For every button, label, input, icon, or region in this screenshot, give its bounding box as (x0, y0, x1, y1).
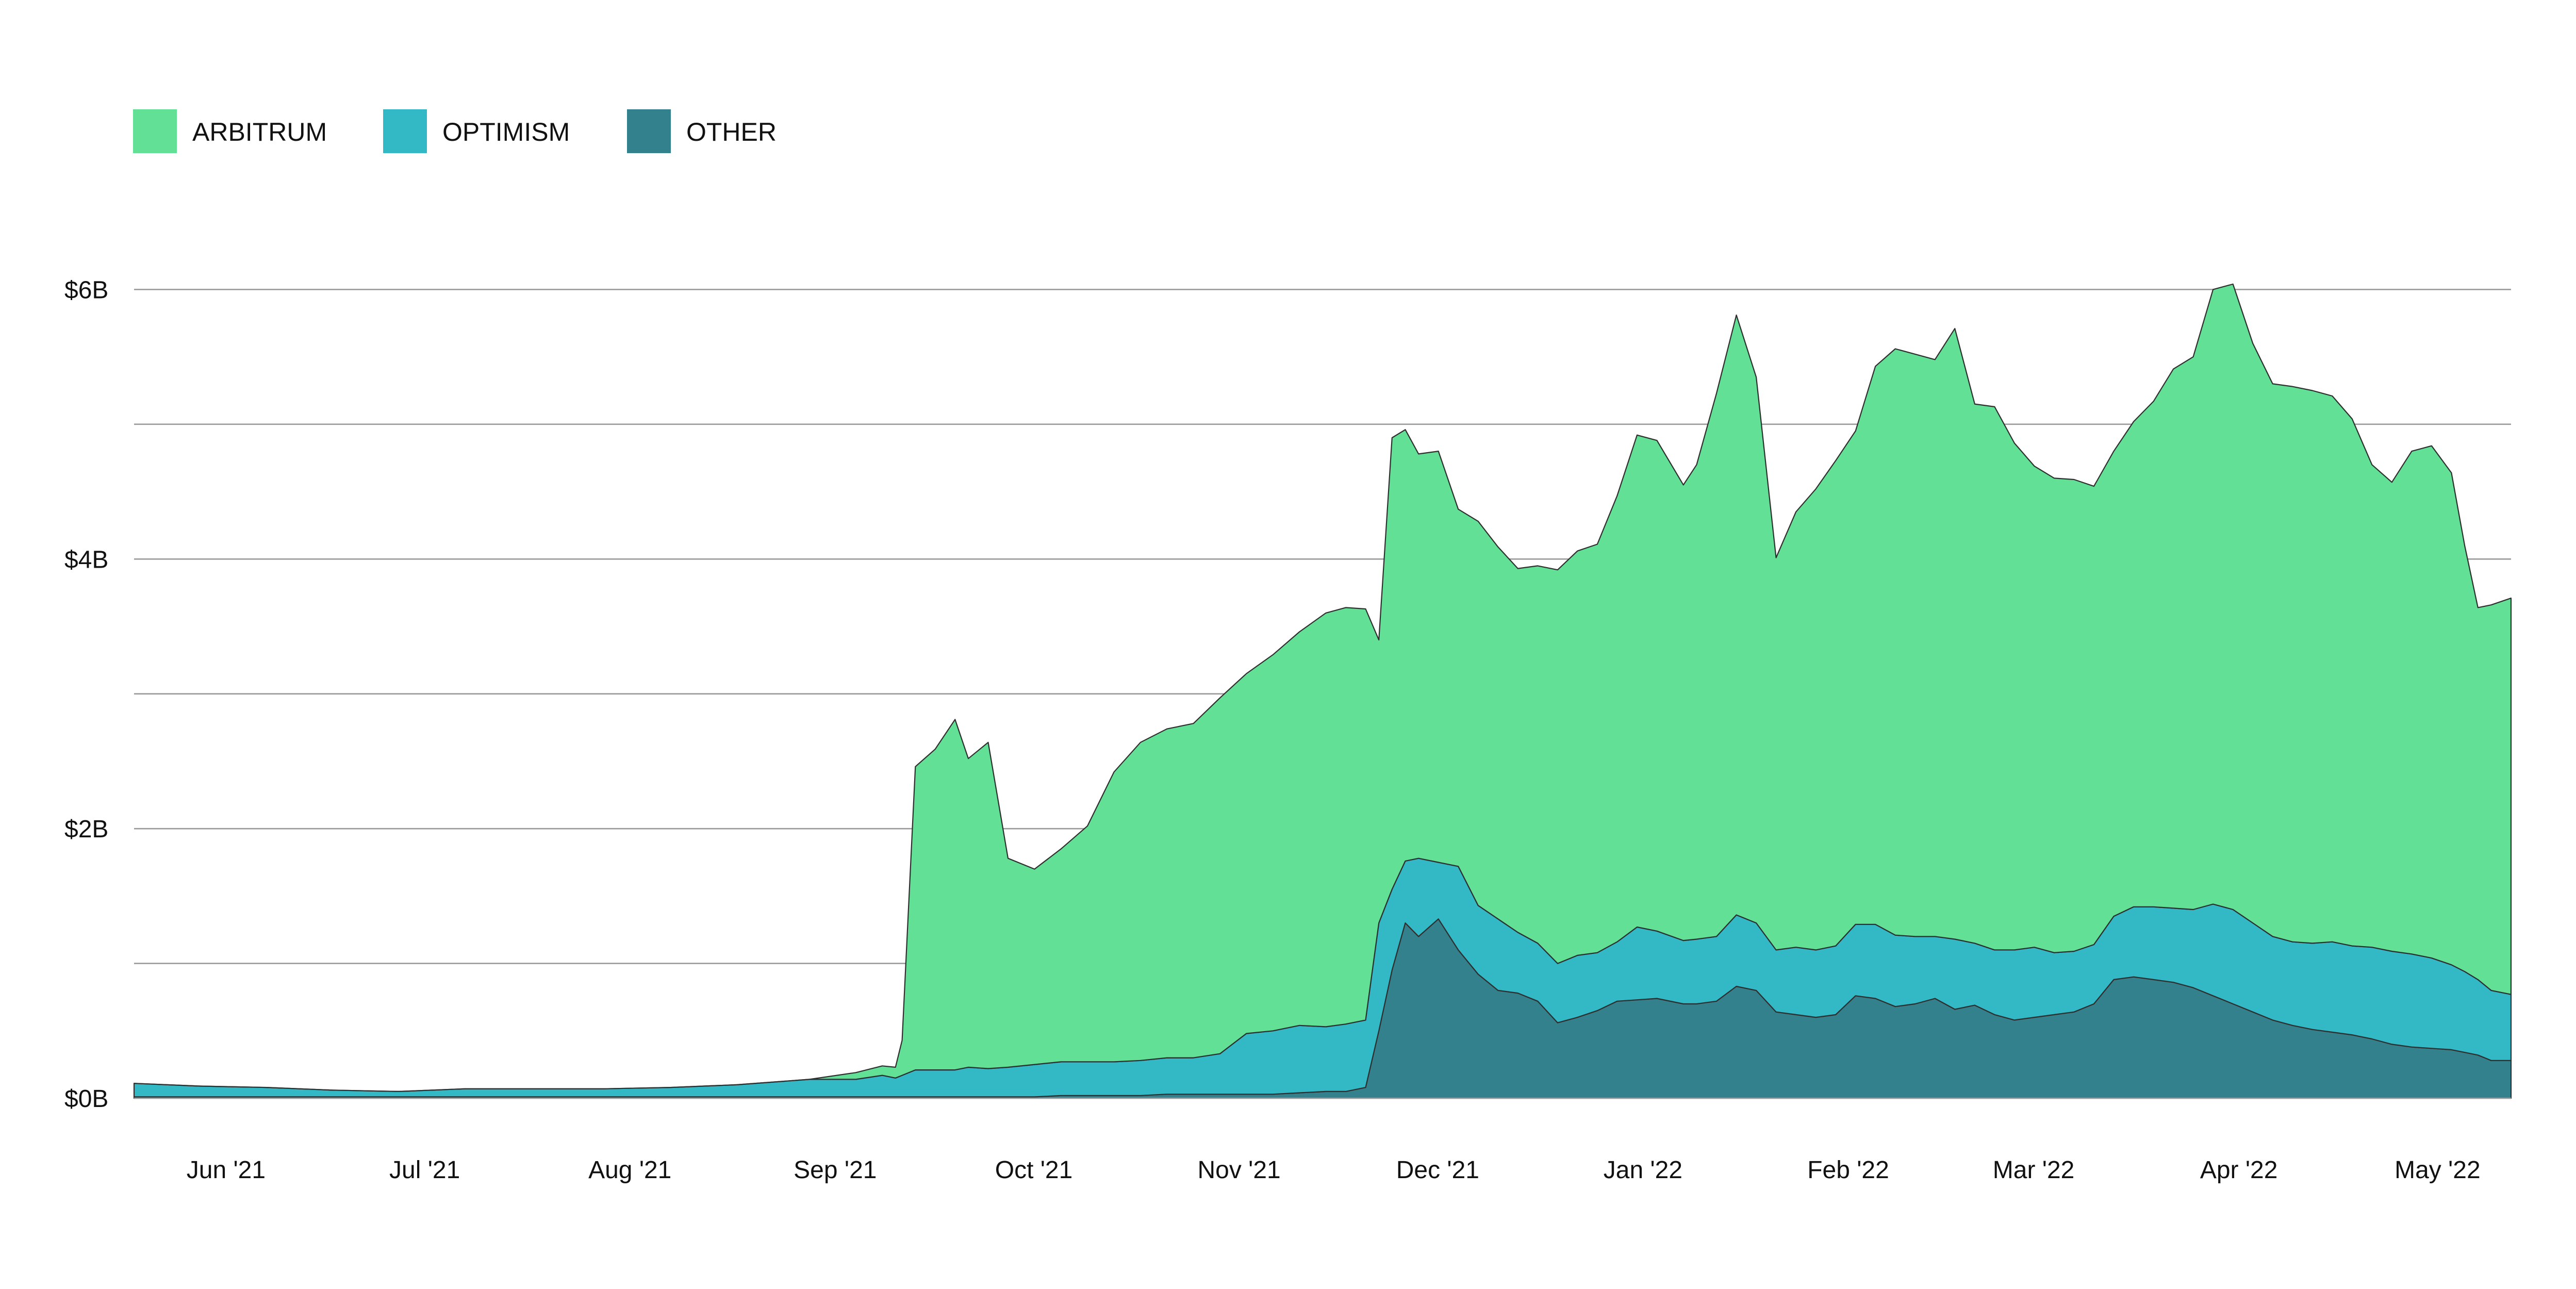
y-tick-label-6: $6B (64, 276, 108, 304)
x-tick-label-7: Jan '22 (1604, 1156, 1682, 1184)
y-tick-label-4: $4B (64, 546, 108, 573)
y-tick-label-0: $0B (64, 1085, 108, 1113)
legend: ARBITRUM OPTIMISM OTHER (133, 109, 777, 153)
x-tick-label-4: Oct '21 (995, 1156, 1073, 1184)
y-tick-label-2: $2B (64, 816, 108, 843)
x-tick-label-8: Feb '22 (1807, 1156, 1889, 1184)
x-tick-label-0: Jun '21 (187, 1156, 266, 1184)
legend-swatch-arbitrum (133, 109, 177, 153)
legend-swatch-other (627, 109, 671, 153)
x-tick-label-10: Apr '22 (2200, 1156, 2278, 1184)
legend-label-arbitrum: ARBITRUM (192, 118, 327, 146)
x-tick-label-1: Jul '21 (389, 1156, 460, 1184)
x-tick-label-5: Nov '21 (1197, 1156, 1280, 1184)
x-tick-label-9: Mar '22 (1993, 1156, 2075, 1184)
x-tick-label-2: Aug '21 (588, 1156, 671, 1184)
y-axis-tick-labels: $0B $2B $4B $6B (64, 276, 108, 1113)
legend-label-optimism: OPTIMISM (442, 118, 570, 146)
x-axis-tick-labels: Jun '21 Jul '21 Aug '21 Sep '21 Oct '21 Nov '… (187, 1156, 2481, 1184)
series-areas (133, 283, 2512, 1099)
area-arbitrum (133, 283, 2512, 1092)
legend-label-other: OTHER (686, 118, 777, 146)
x-tick-label-6: Dec '21 (1396, 1156, 1479, 1184)
legend-swatch-optimism (383, 109, 427, 153)
x-tick-label-11: May '22 (2395, 1156, 2481, 1184)
x-tick-label-3: Sep '21 (794, 1156, 877, 1184)
